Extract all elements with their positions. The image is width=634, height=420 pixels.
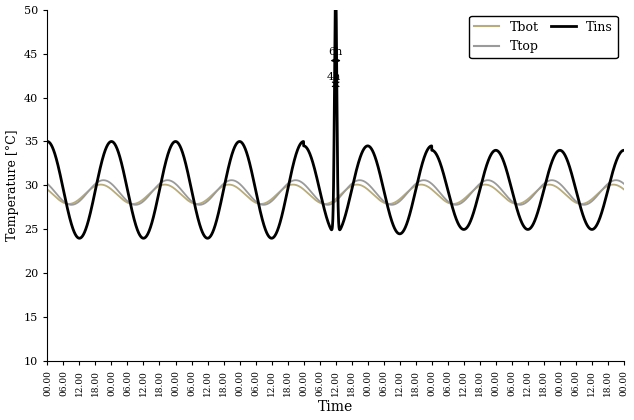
Ttop xyxy=(44,181,51,186)
Line: Tins: Tins xyxy=(48,0,624,238)
Ttop xyxy=(148,189,156,194)
Tins xyxy=(389,223,397,228)
Tins xyxy=(268,236,275,241)
Tbot xyxy=(620,187,628,192)
X-axis label: Time: Time xyxy=(318,400,353,415)
Tbot xyxy=(389,201,397,206)
Text: 6h: 6h xyxy=(328,47,343,57)
Ttop xyxy=(264,201,271,206)
Ttop xyxy=(452,202,460,207)
Ttop xyxy=(518,202,526,207)
Tbot xyxy=(518,200,526,205)
Ttop xyxy=(620,181,628,186)
Legend: Tbot, Ttop, Tins: Tbot, Ttop, Tins xyxy=(469,16,618,58)
Ttop xyxy=(474,183,482,188)
Ttop xyxy=(418,178,426,183)
Tins xyxy=(264,232,271,237)
Tbot xyxy=(418,182,426,187)
Y-axis label: Temperature [°C]: Temperature [°C] xyxy=(6,130,18,241)
Tins xyxy=(474,195,482,200)
Tbot xyxy=(193,202,201,207)
Tins xyxy=(620,148,628,153)
Tbot xyxy=(264,200,271,205)
Line: Ttop: Ttop xyxy=(48,180,624,205)
Tbot xyxy=(545,182,553,187)
Tins xyxy=(518,220,526,225)
Tbot xyxy=(148,189,156,194)
Tbot xyxy=(44,187,51,192)
Tins xyxy=(419,160,427,165)
Line: Tbot: Tbot xyxy=(48,184,624,204)
Ttop xyxy=(100,178,107,183)
Tbot xyxy=(474,184,481,189)
Ttop xyxy=(389,202,397,207)
Text: 4h: 4h xyxy=(327,72,342,81)
Tins xyxy=(148,219,156,224)
Tins xyxy=(44,139,51,144)
